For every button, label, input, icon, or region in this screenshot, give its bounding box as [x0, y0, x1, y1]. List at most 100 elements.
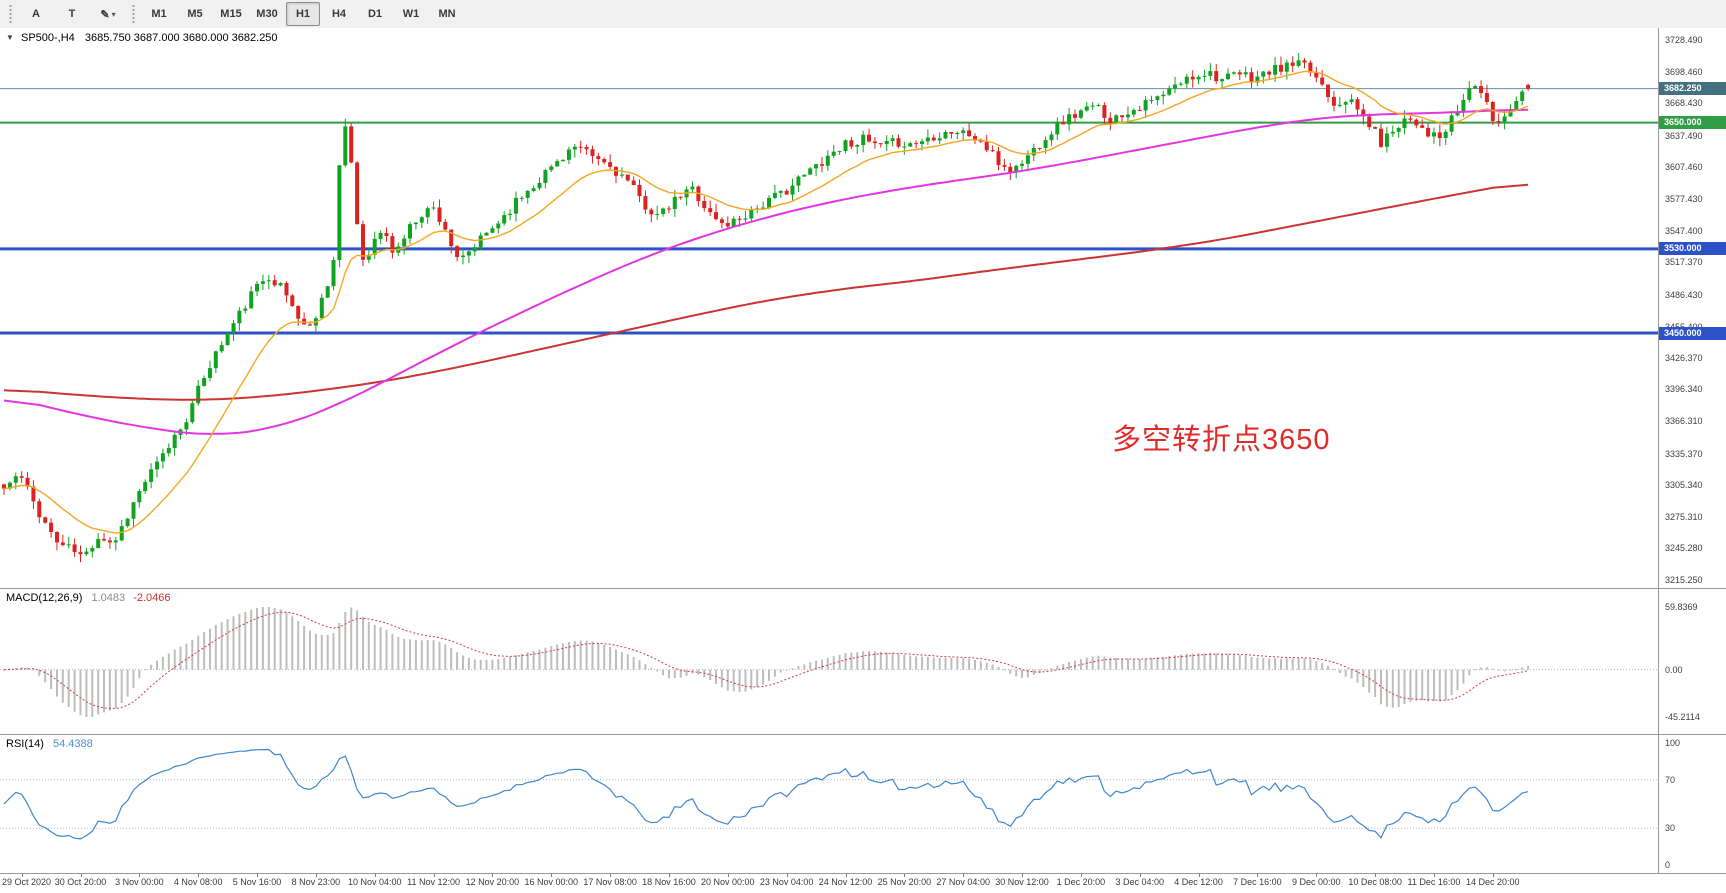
rsi-axis-label: 70 [1665, 774, 1676, 785]
one-click-trading-icon[interactable]: ▼ [6, 33, 14, 42]
macd-axis-label: 59.8369 [1665, 602, 1698, 612]
tool-button-group: A T ✎ ▾ [18, 2, 126, 26]
ohlc-values: 3685.750 3687.000 3680.000 3682.250 [84, 32, 278, 44]
annotation-text[interactable]: 多空转折点3650 [1112, 424, 1331, 456]
time-label: 29 Oct 2020 [2, 877, 52, 887]
rsi-title: RSI(14) 54.4388 [6, 738, 93, 750]
toolbar-grip[interactable] [8, 5, 13, 23]
price-axis-label: 3517.370 [1665, 257, 1703, 268]
panel-separator[interactable] [0, 873, 1726, 874]
time-label: 14 Dec 20:00 [1466, 877, 1520, 887]
price-axis-label: 3577.430 [1665, 193, 1703, 204]
time-label: 25 Nov 20:00 [877, 877, 932, 887]
dropdown-caret-icon: ▾ [111, 9, 116, 19]
rsi-plot[interactable] [0, 735, 1658, 873]
time-tick [1198, 874, 1200, 877]
timeframe-w1-button[interactable]: W1 [402, 8, 420, 20]
price-badge-3450.000: 3450.000 [1659, 326, 1726, 340]
time-tick [21, 874, 23, 877]
time-label: 3 Dec 04:00 [1115, 877, 1164, 887]
time-label: 16 Nov 00:00 [524, 877, 579, 887]
timeframe-h1-button[interactable]: H1 [286, 2, 320, 26]
timeframe-m30-button[interactable]: M30 [256, 8, 278, 20]
price-axis-label: 3366.310 [1665, 416, 1703, 427]
time-label: 10 Dec 08:00 [1348, 877, 1402, 887]
chart-area: ▼ SP500-,H4 3685.750 3687.000 3680.000 3… [0, 28, 1726, 893]
time-tick [80, 874, 82, 877]
time-label: 4 Dec 12:00 [1174, 877, 1223, 887]
time-label: 23 Nov 04:00 [759, 877, 814, 887]
price-axis-label: 3245.280 [1665, 543, 1703, 554]
time-tick [1492, 874, 1494, 877]
timeframe-m15-button[interactable]: M15 [220, 8, 242, 20]
time-tick [845, 874, 847, 877]
symbol-period-label: SP500-,H4 [20, 32, 75, 44]
price-axis-label: 3275.310 [1665, 511, 1703, 522]
tool-a-button[interactable]: A [19, 2, 53, 26]
price-badge-3530.000: 3530.000 [1659, 242, 1726, 256]
price-axis-label: 3547.400 [1665, 225, 1703, 236]
time-tick [198, 874, 200, 877]
rsi-name: RSI(14) [6, 738, 44, 750]
price-axis-label: 3728.490 [1665, 35, 1703, 45]
macd-name: MACD(12,26,9) [6, 592, 83, 604]
rsi-value: 54.4388 [52, 738, 93, 750]
time-label: 20 Nov 00:00 [701, 877, 755, 887]
price-axis-label: 3698.460 [1665, 66, 1703, 77]
time-label: 10 Nov 04:00 [347, 877, 402, 887]
timeframe-mn-button[interactable]: MN [438, 8, 456, 20]
price-axis-label: 3335.370 [1665, 448, 1703, 459]
panel-separator[interactable] [0, 734, 1726, 735]
time-label: 12 Nov 20:00 [465, 877, 520, 887]
price-badge-3650.000: 3650.000 [1659, 116, 1726, 130]
time-label: 18 Nov 16:00 [642, 877, 696, 887]
time-tick [1257, 874, 1259, 877]
timeframe-m1-button[interactable]: M1 [151, 8, 167, 20]
time-tick [257, 874, 259, 877]
price-axis-label: 3637.490 [1665, 130, 1703, 141]
tool-t-icon: T [68, 8, 76, 20]
macd-axis-label: -45.2114 [1665, 712, 1700, 722]
time-tick [786, 874, 788, 877]
panel-separator[interactable] [0, 588, 1726, 589]
chart-title: ▼ SP500-,H4 3685.750 3687.000 3680.000 3… [6, 32, 278, 44]
time-label: 4 Nov 08:00 [173, 877, 223, 887]
timeframe-h4-button[interactable]: H4 [331, 8, 347, 20]
toolbar: A T ✎ ▾ M1 M5 M15 M30 H1 H4 D1 W1 MN [0, 0, 1726, 29]
time-label: 11 Nov 12:00 [407, 877, 460, 887]
time-tick [727, 874, 729, 877]
time-label: 30 Nov 12:00 [995, 877, 1049, 887]
time-label: 9 Dec 00:00 [1291, 877, 1341, 887]
time-tick [374, 874, 376, 877]
main-chart-plot[interactable] [0, 28, 1658, 588]
tool-t-button[interactable]: T [55, 2, 89, 26]
time-label: 7 Dec 16:00 [1233, 877, 1282, 887]
time-label: 8 Nov 23:00 [291, 877, 341, 887]
price-axis-label: 3607.460 [1665, 162, 1703, 173]
time-tick [1139, 874, 1141, 877]
time-tick [139, 874, 141, 877]
timeframe-m5-button[interactable]: M5 [187, 8, 203, 20]
time-tick [433, 874, 435, 877]
time-label: 5 Nov 16:00 [232, 877, 282, 887]
time-tick [1316, 874, 1318, 877]
price-axis-label: 3215.250 [1665, 575, 1703, 585]
macd-plot[interactable] [0, 589, 1658, 734]
timeframe-d1-button[interactable]: D1 [367, 8, 383, 20]
time-label: 30 Oct 20:00 [54, 877, 107, 887]
time-tick [904, 874, 906, 877]
price-axis[interactable]: 3728.490 3698.460 3668.430 3637.490 3607.460… [1658, 28, 1726, 873]
time-axis[interactable]: 29 Oct 2020 30 Oct 20:00 3 Nov 00:00 4 Nov … [0, 874, 1658, 893]
time-tick [1433, 874, 1435, 877]
time-tick [1022, 874, 1024, 877]
price-axis-label: 3396.340 [1665, 384, 1703, 395]
tool-draw-button[interactable]: ✎ ▾ [91, 2, 125, 26]
price-axis-label: 3426.370 [1665, 352, 1703, 363]
time-tick [963, 874, 965, 877]
price-axis-label: 3668.430 [1665, 98, 1703, 109]
macd-axis-label: 0.00 [1665, 664, 1683, 675]
timeframe-button-group: M1 M5 M15 M30 H1 H4 D1 W1 MN [141, 2, 465, 26]
rsi-axis-label: 0 [1665, 860, 1671, 870]
rsi-axis-label: 100 [1665, 738, 1681, 748]
toolbar-grip[interactable] [131, 5, 136, 23]
